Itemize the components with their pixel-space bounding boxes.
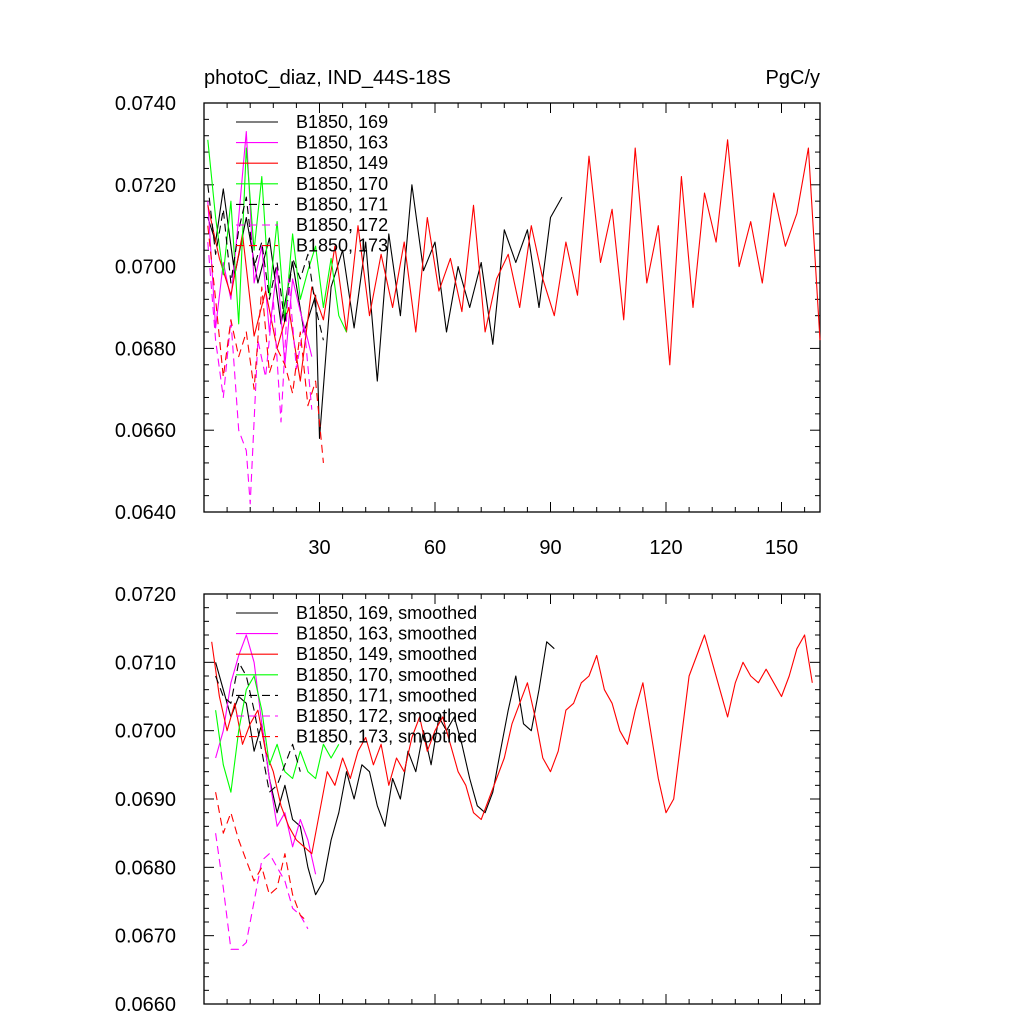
legend-label-5: B1850, 172 [296, 215, 388, 235]
y-tick-label: 0.0640 [115, 502, 176, 524]
bottom-panel: 0.0660 0.0670 0.0680 0.0690 0.0700 0.0710 0.07… [115, 584, 821, 1016]
series-line-2 [207, 139, 821, 382]
series-line-1 [207, 131, 313, 366]
y-tick-label: 0.0720 [115, 175, 176, 197]
series-line-6 [215, 792, 309, 923]
x-tick-label: 120 [649, 537, 682, 559]
legend-label-2: B1850, 149 [296, 153, 388, 173]
series-line-5 [207, 242, 313, 505]
x-tick-label: 150 [765, 537, 798, 559]
y-tick-label: 0.0680 [115, 857, 176, 879]
y-tick-label: 0.0700 [115, 257, 176, 279]
x-tick-label: 90 [539, 537, 561, 559]
legend-label-4: B1850, 171, smoothed [296, 685, 477, 705]
y-tick-label: 0.0720 [115, 584, 176, 606]
series-line-2 [211, 634, 813, 855]
series-line-4 [215, 661, 301, 793]
chart-title: photoC_diaz, IND_44S-18S [204, 67, 451, 89]
legend-label-0: B1850, 169, smoothed [296, 603, 477, 623]
legend-label-1: B1850, 163, smoothed [296, 624, 477, 644]
y-tick-label: 0.0670 [115, 926, 176, 948]
legend-label-5: B1850, 172, smoothed [296, 706, 477, 726]
series-line-3 [215, 675, 340, 793]
x-tick-label: 60 [424, 537, 446, 559]
series-line-6 [207, 225, 324, 463]
legend-label-4: B1850, 171 [296, 194, 388, 214]
legend-label-2: B1850, 149, smoothed [296, 644, 477, 664]
legend-label-0: B1850, 169 [296, 112, 388, 132]
x-tick-label: 30 [308, 537, 330, 559]
y-tick-label: 0.0660 [115, 420, 176, 442]
chart-units: PgC/y [766, 67, 820, 89]
series-line-0 [207, 184, 563, 439]
legend-label-6: B1850, 173, smoothed [296, 727, 477, 747]
plot-frame [203, 102, 821, 513]
y-tick-label: 0.0740 [115, 93, 176, 115]
series-line-5 [215, 833, 309, 950]
legend-label-3: B1850, 170 [296, 174, 388, 194]
y-tick-label: 0.0660 [115, 994, 176, 1016]
legend-label-3: B1850, 170, smoothed [296, 665, 477, 685]
y-tick-label: 0.0710 [115, 652, 176, 674]
legend-label-6: B1850, 173 [296, 236, 388, 256]
y-tick-label: 0.0690 [115, 789, 176, 811]
series-line-4 [207, 184, 324, 341]
y-tick-label: 0.0680 [115, 338, 176, 360]
series-line-3 [207, 139, 347, 333]
top-panel: 30 60 90 120 150 0.0640 0.0660 0.0680 0.0700 0.07… [115, 93, 821, 559]
legend-label-1: B1850, 163 [296, 133, 388, 153]
y-tick-label: 0.0700 [115, 721, 176, 743]
